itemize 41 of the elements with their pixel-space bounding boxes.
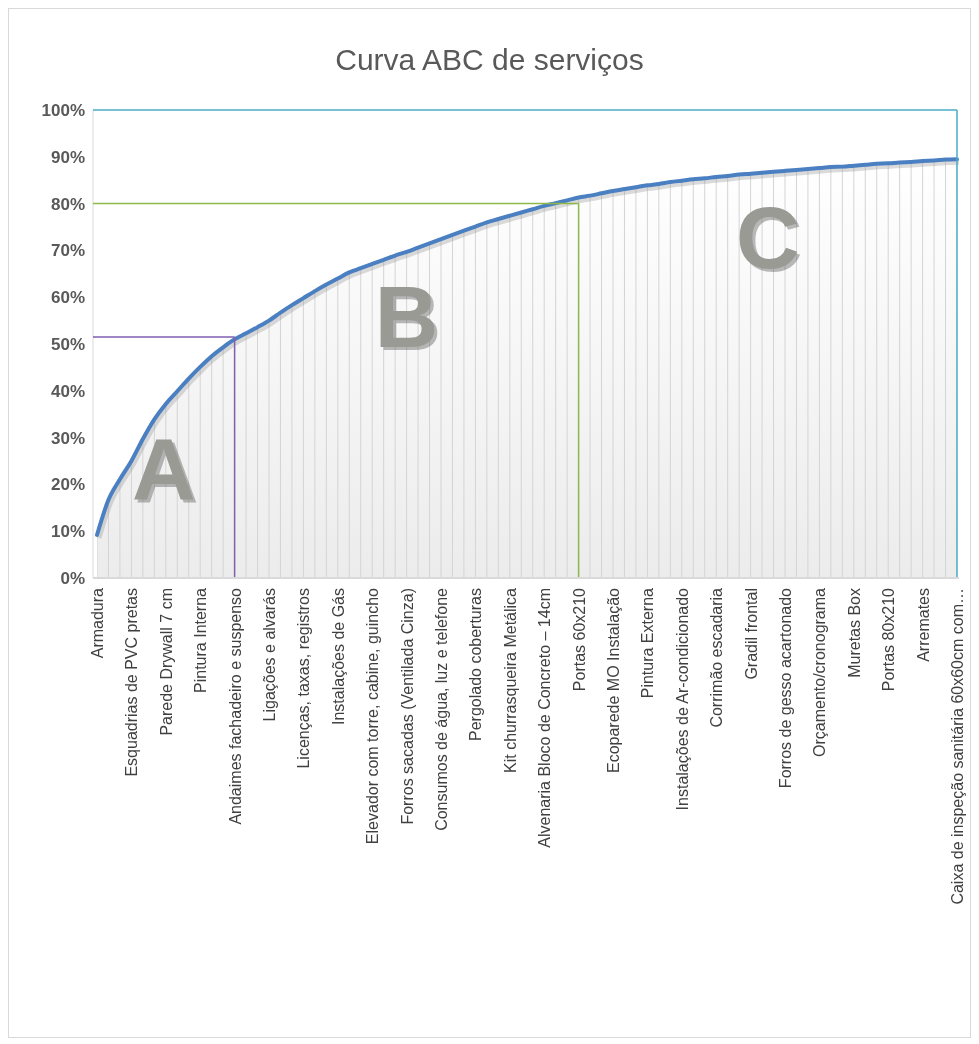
annotation: B [377, 269, 442, 369]
annotation: A [135, 421, 199, 521]
x-tick-label: Portas 60x210 [570, 587, 588, 692]
y-tick-label: 10% [50, 522, 85, 542]
x-tick-label: Esquadrias de PVC pretas [123, 588, 141, 777]
y-tick-label: 60% [50, 288, 85, 308]
x-tick-label: Portas 80x210 [880, 587, 898, 692]
y-tick-label: 20% [50, 475, 85, 495]
x-tick-label: Forros de gesso acartonado [777, 587, 794, 789]
annotation: C [739, 190, 803, 290]
x-tick-label: Alvenaria Bloco de Concreto – 14cm [536, 588, 554, 848]
x-tick-label: Caixa de inspeção sanitária 60x60cm com… [949, 588, 966, 905]
x-tick-label: Instalações de Gás [329, 588, 347, 725]
x-tick-label: Andaimes fachadeiro e suspenso [226, 587, 244, 825]
y-tick-label: 50% [50, 334, 85, 354]
x-tick-label: Armadura [89, 587, 106, 659]
x-tick-label: Kit churrasqueira Metálica [501, 587, 519, 773]
x-tick-label: Pergolado coberturas [467, 588, 485, 741]
chart-title: Curva ABC de serviços [335, 43, 644, 76]
y-tick-label: 100% [41, 100, 85, 120]
x-tick-label: Pintura Externa [639, 587, 657, 699]
x-tick-label: Ligações e alvarás [261, 588, 278, 722]
x-tick-label: Muretas Box [845, 588, 863, 678]
x-tick-label: Pintura Interna [192, 587, 210, 693]
y-tick-label: 40% [50, 381, 85, 401]
x-tick-label: Orçamento/cronograma [811, 587, 829, 757]
x-tick-label: Gradil frontal [742, 588, 760, 680]
y-tick-label: 0% [60, 568, 85, 588]
x-tick-label: Arremates [914, 588, 932, 662]
x-tick-label: Parede Drywall 7 cm [157, 588, 175, 736]
x-tick-label: Forros sacadas (Ventilada Cinza) [398, 588, 416, 825]
x-tick-label: Corrimão escadaria [708, 587, 726, 728]
y-tick-label: 70% [50, 241, 85, 261]
x-tick-label: Licenças, taxas, registros [295, 588, 313, 769]
x-tick-label: Instalações de Ar-condicionado [673, 587, 691, 811]
x-tick-label: Elevador com torre, cabine, guincho [364, 587, 382, 845]
y-tick-label: 90% [50, 147, 85, 167]
y-tick-label: 30% [50, 428, 85, 448]
y-tick-label: 80% [50, 194, 85, 214]
x-tick-label: Consumos de água, luz e telefone [433, 587, 450, 831]
x-tick-label: Ecoparede MO Instalação [605, 587, 622, 773]
